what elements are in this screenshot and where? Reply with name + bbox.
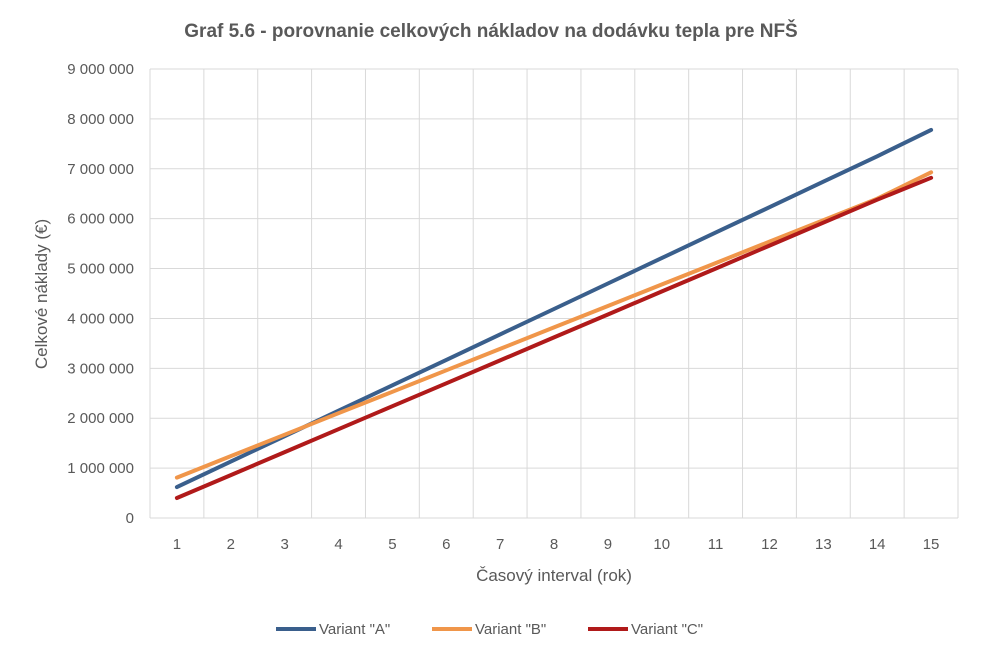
series-line-c bbox=[174, 175, 934, 500]
y-axis-label: Celkové náklady (€) bbox=[32, 219, 51, 369]
x-tick-label: 4 bbox=[334, 536, 342, 553]
x-tick-label: 2 bbox=[227, 536, 235, 553]
legend-item: Variant "A" bbox=[276, 621, 390, 638]
series-line-b bbox=[174, 170, 934, 480]
x-tick-label: 14 bbox=[869, 536, 886, 553]
x-tick-label: 7 bbox=[496, 536, 504, 553]
gridlines bbox=[149, 68, 959, 519]
x-tick-label: 1 bbox=[173, 536, 181, 553]
x-axis-label: Časový interval (rok) bbox=[476, 566, 632, 585]
x-tick-label: 6 bbox=[442, 536, 450, 553]
x-tick-label: 11 bbox=[708, 536, 724, 553]
y-tick-label: 5 000 000 bbox=[67, 261, 134, 278]
legend-item: Variant "C" bbox=[588, 621, 703, 638]
x-axis-ticks: 1 2 3 4 5 6 7 8 9 10 11 12 13 14 15 bbox=[173, 536, 940, 553]
x-tick-label: 8 bbox=[550, 536, 558, 553]
x-tick-label: 3 bbox=[280, 536, 288, 553]
y-tick-label: 1 000 000 bbox=[67, 460, 134, 477]
x-tick-label: 13 bbox=[815, 536, 832, 553]
y-tick-label: 9 000 000 bbox=[67, 61, 134, 78]
y-tick-label: 7 000 000 bbox=[67, 161, 134, 178]
legend: Variant "A" Variant "B" Variant "C" bbox=[276, 621, 703, 638]
x-tick-label: 12 bbox=[761, 536, 778, 553]
y-tick-label: 3 000 000 bbox=[67, 360, 134, 377]
x-tick-label: 15 bbox=[923, 536, 940, 553]
y-tick-label: 4 000 000 bbox=[67, 310, 134, 327]
y-axis-ticks: 0 1 000 000 2 000 000 3 000 000 4 000 000 5 0… bbox=[67, 61, 134, 527]
legend-label: Variant "C" bbox=[631, 621, 703, 638]
y-tick-label: 2 000 000 bbox=[67, 410, 134, 427]
legend-label: Variant "A" bbox=[319, 621, 390, 638]
y-tick-label: 0 bbox=[126, 510, 134, 527]
series-lines bbox=[174, 127, 934, 500]
x-tick-label: 10 bbox=[653, 536, 670, 553]
y-tick-label: 6 000 000 bbox=[67, 211, 134, 228]
x-tick-label: 5 bbox=[388, 536, 396, 553]
x-tick-label: 9 bbox=[604, 536, 612, 553]
legend-label: Variant "B" bbox=[475, 621, 546, 638]
chart-title: Graf 5.6 - porovnanie celkových nákladov… bbox=[184, 20, 797, 42]
legend-item: Variant "B" bbox=[432, 621, 546, 638]
y-tick-label: 8 000 000 bbox=[67, 111, 134, 128]
